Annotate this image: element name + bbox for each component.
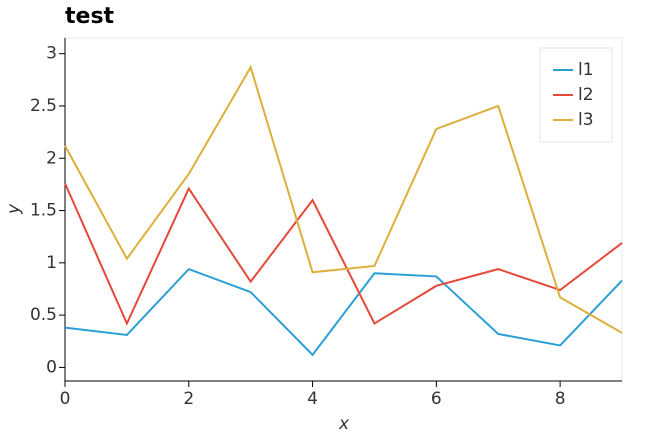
- y-tick-label: 1.5: [30, 201, 57, 221]
- x-tick-label: 2: [183, 389, 194, 409]
- y-tick-label: 2.5: [30, 96, 57, 116]
- x-axis-label: x: [338, 414, 350, 434]
- x-tick-label: 4: [307, 389, 318, 409]
- line-series: [64, 64, 623, 334]
- legend-label: l3: [578, 110, 594, 130]
- legend-label: l1: [578, 60, 594, 80]
- y-tick-label: 0: [46, 357, 57, 377]
- legend-label: l2: [578, 85, 594, 105]
- chart-title: test: [65, 4, 115, 29]
- y-axis-label: y: [4, 203, 24, 215]
- y-tick-label: 1: [46, 253, 57, 273]
- line-series: [64, 182, 623, 326]
- line-series: [64, 267, 623, 357]
- x-tick-label: 6: [431, 389, 442, 409]
- y-tick-label: 2: [46, 148, 57, 168]
- y-tick-label: 3: [46, 44, 57, 64]
- legend-box: [539, 47, 613, 143]
- x-tick-label: 0: [60, 389, 71, 409]
- x-tick-label: 8: [555, 389, 566, 409]
- plot-frame: [64, 37, 623, 382]
- y-tick-label: 0.5: [30, 305, 57, 325]
